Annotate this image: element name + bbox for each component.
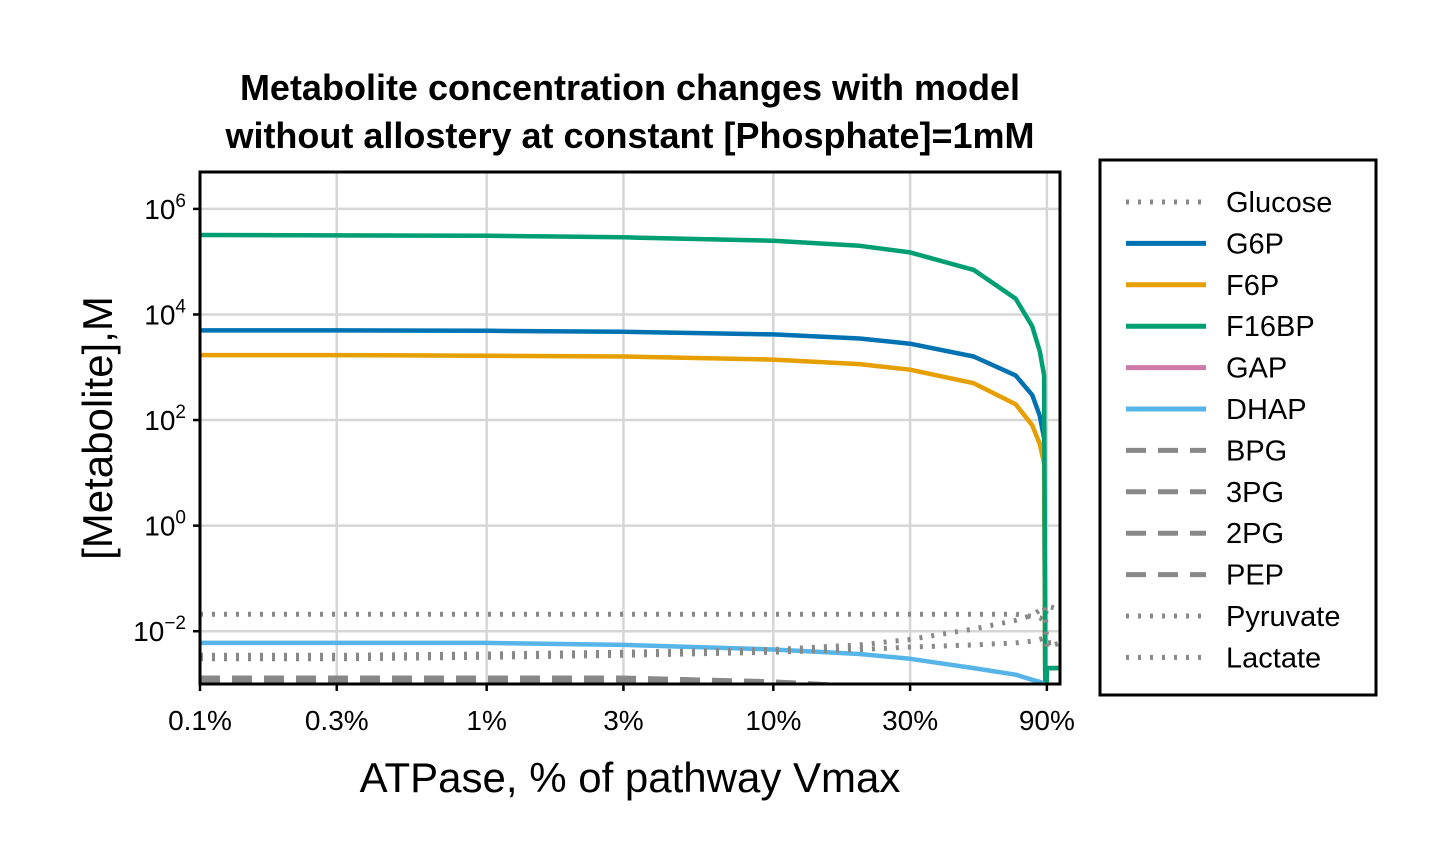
- x-tick-label: 0.1%: [168, 705, 232, 736]
- legend-items: Glucose G6P F6P F16BP GAP DHAP BPG 3PG 2PG PEP Pyr…: [1126, 187, 1340, 674]
- legend-item-pep: PEP: [1126, 560, 1284, 592]
- x-tick-label: 3%: [603, 705, 643, 736]
- legend-item-gap: GAP: [1126, 353, 1287, 385]
- legend-label: Pyruvate: [1226, 601, 1340, 633]
- legend: Glucose G6P F6P F16BP GAP DHAP BPG 3PG 2PG PEP Pyr…: [1098, 158, 1378, 697]
- series-line-f16bp: [200, 232, 1060, 684]
- legend-label: DHAP: [1226, 394, 1307, 426]
- legend-label: 3PG: [1226, 477, 1284, 509]
- x-tick-label: 0.3%: [305, 705, 369, 736]
- series-line-2pg: [200, 677, 862, 684]
- x-axis-ticks: 0.1% 0.3% 1% 3% 10% 30% 90%: [168, 684, 1075, 736]
- legend-item-dhap: DHAP: [1126, 394, 1307, 426]
- series-line-glucose: [200, 603, 1060, 623]
- legend-frame: [1098, 158, 1378, 697]
- legend-item-3pg: 3PG: [1126, 477, 1284, 509]
- legend-item-bpg: BPG: [1126, 435, 1287, 467]
- y-axis-ticks: 106 104 102 100 10−2: [133, 191, 200, 647]
- chart-title: Metabolite concentration changes with mo…: [224, 67, 1034, 156]
- legend-label: F6P: [1226, 270, 1279, 302]
- grid: [198, 172, 1060, 684]
- y-tick-label: 102: [144, 402, 186, 436]
- x-tick-label: 10%: [745, 705, 801, 736]
- title-line-2: without allostery at constant [Phosphate…: [224, 115, 1034, 156]
- legend-item-pyruvate: Pyruvate: [1126, 601, 1340, 633]
- series-line-dhap: [200, 640, 1047, 684]
- legend-label: G6P: [1226, 228, 1284, 260]
- legend-label: Glucose: [1226, 187, 1332, 219]
- legend-label: Lactate: [1226, 642, 1321, 674]
- legend-item-2pg: 2PG: [1126, 518, 1284, 550]
- legend-item-lactate: Lactate: [1126, 642, 1321, 674]
- legend-item-f6p: F6P: [1126, 270, 1279, 302]
- title-line-1: Metabolite concentration changes with mo…: [240, 67, 1020, 108]
- legend-item-g6p: G6P: [1126, 228, 1284, 260]
- x-tick-label: 90%: [1019, 705, 1075, 736]
- legend-label: BPG: [1226, 435, 1287, 467]
- legend-label: 2PG: [1226, 518, 1284, 550]
- series-layer: [200, 232, 1060, 684]
- y-tick-label: 100: [144, 508, 186, 542]
- legend-label: PEP: [1226, 560, 1284, 592]
- x-tick-label: 30%: [882, 705, 938, 736]
- x-axis-label: ATPase, % of pathway Vmax: [360, 754, 901, 801]
- legend-item-glucose: Glucose: [1126, 187, 1332, 219]
- y-tick-label: 10−2: [133, 613, 186, 647]
- y-tick-label: 104: [144, 296, 186, 330]
- y-axis-label: [Metabolite],M: [74, 296, 121, 560]
- x-tick-label: 1%: [466, 705, 506, 736]
- legend-label: F16BP: [1226, 311, 1315, 343]
- legend-item-f16bp: F16BP: [1126, 311, 1315, 343]
- legend-label: GAP: [1226, 353, 1287, 385]
- plot-frame: [198, 170, 1062, 686]
- y-tick-label: 106: [144, 191, 186, 225]
- series-line-pep: [200, 682, 629, 684]
